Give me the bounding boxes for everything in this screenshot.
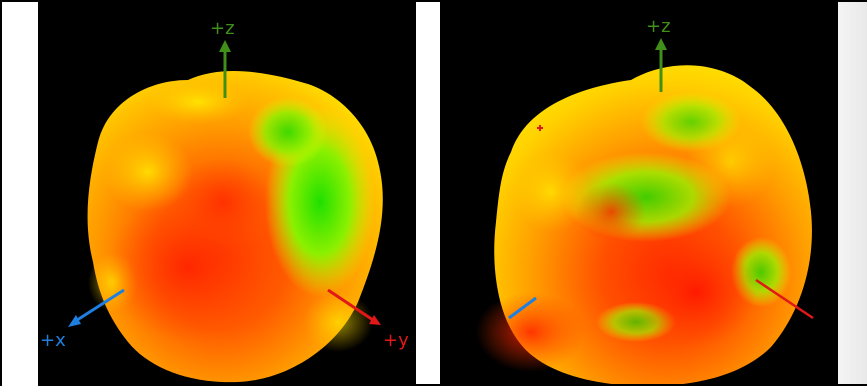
x-arrow-icon <box>68 315 81 327</box>
right-hot-region <box>636 237 756 347</box>
x-axis: +x <box>40 288 125 351</box>
frame-top <box>0 0 867 2</box>
z-arrow-icon-right <box>655 38 667 50</box>
y-axis: +y <box>327 288 409 351</box>
z-axis-label: +z <box>210 18 235 39</box>
right-render-panel: +z <box>441 2 837 384</box>
frame-bottom <box>0 384 867 386</box>
left-panel-margin <box>0 0 38 386</box>
z-arrow-icon <box>219 40 231 52</box>
left-render-panel: +z +x +y <box>38 2 414 384</box>
z-axis-right: +z <box>646 16 671 92</box>
left-blob-render: +z +x +y <box>40 18 409 383</box>
z-axis: +z <box>210 18 235 98</box>
center-separator <box>414 2 441 384</box>
x-axis-right <box>508 296 537 320</box>
y-axis-label: +y <box>383 330 409 351</box>
y-arrow-icon <box>369 315 381 325</box>
z-axis-label-right: +z <box>646 16 671 37</box>
right-blob-render: +z <box>476 16 814 384</box>
y-axis-right <box>755 278 814 320</box>
right-faded-margin <box>837 2 867 384</box>
x-axis-label: +x <box>40 330 66 351</box>
